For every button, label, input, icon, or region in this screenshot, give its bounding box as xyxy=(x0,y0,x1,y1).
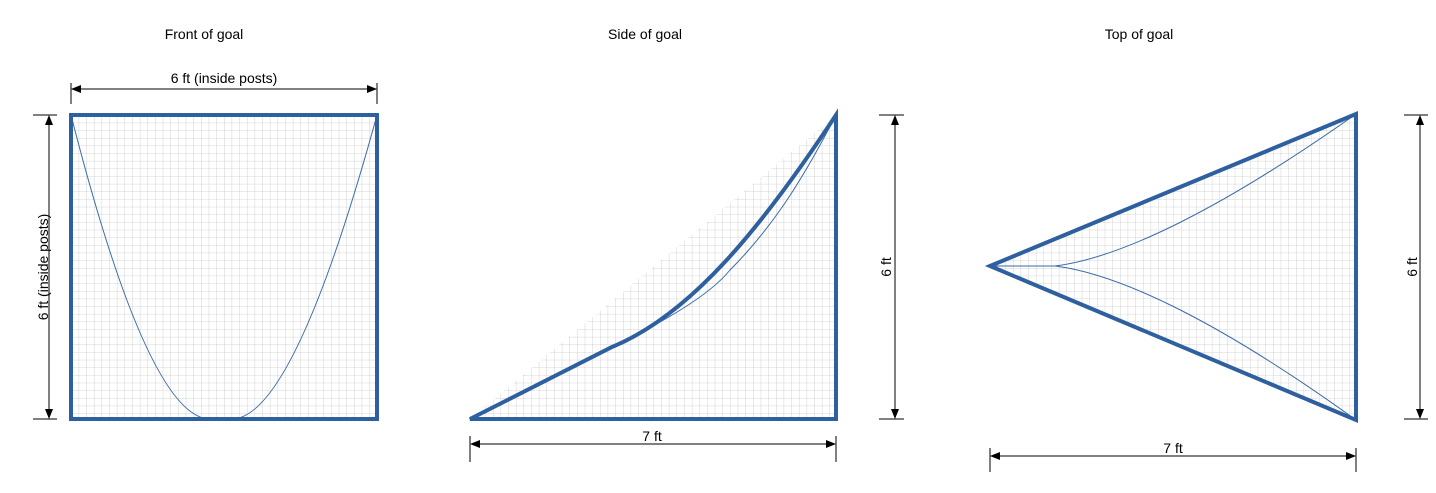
front-goal-frame xyxy=(69,113,379,421)
top-height-label: 6 ft xyxy=(1404,257,1420,277)
front-net-grid xyxy=(71,115,377,419)
top-view-title: Top of goal xyxy=(1105,26,1174,42)
side-height-label: 6 ft xyxy=(878,257,894,277)
top-goal-frame xyxy=(984,111,1358,424)
top-net-grid xyxy=(990,114,1356,420)
top-net-upper-curve xyxy=(990,113,1357,267)
front-width-label: 6 ft (inside posts) xyxy=(171,70,278,86)
side-net-grid xyxy=(470,115,836,419)
front-height-label: 6 ft (inside posts) xyxy=(35,214,51,321)
front-view-title: Front of goal xyxy=(165,26,244,42)
top-net-lower-curve xyxy=(990,265,1357,421)
top-view: Top of goal 7 ft 6 ft xyxy=(984,26,1428,472)
side-goal-frame xyxy=(469,108,838,421)
side-width-label: 7 ft xyxy=(642,428,662,444)
side-view: Side of goal 7 ft 6 ft xyxy=(469,26,904,462)
front-view: Front of goal 6 ft (inside posts) 6 ft (… xyxy=(33,26,379,421)
top-width-label: 7 ft xyxy=(1163,440,1183,456)
side-view-title: Side of goal xyxy=(608,26,682,42)
